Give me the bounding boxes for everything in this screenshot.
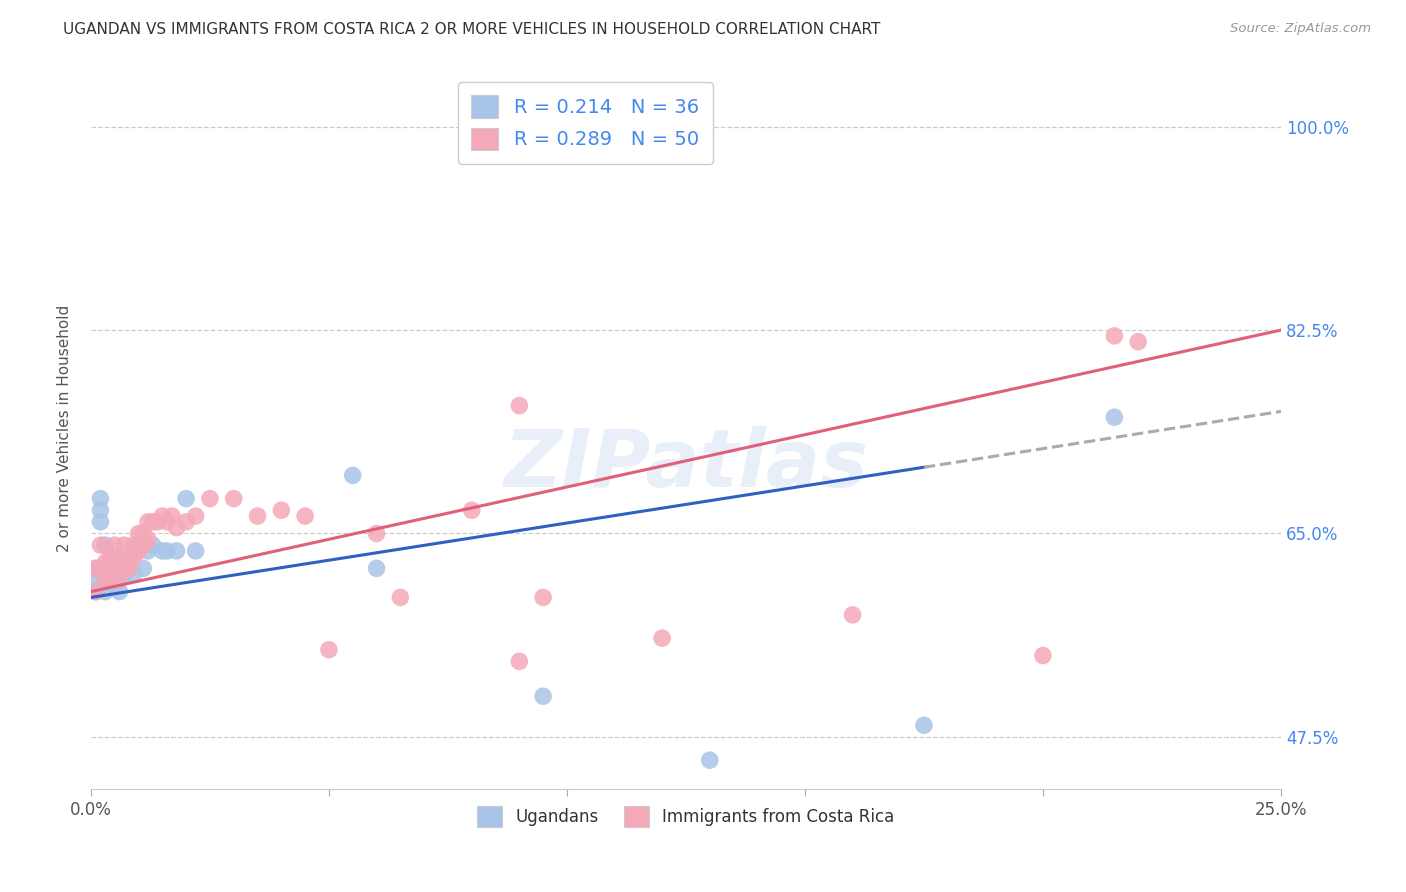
- Point: [136, 533, 159, 547]
- Legend: Ugandans, Immigrants from Costa Rica: Ugandans, Immigrants from Costa Rica: [470, 798, 903, 835]
- Point: [84, 584, 107, 599]
- Point: [166, 521, 188, 535]
- Point: [128, 544, 150, 558]
- Point: [156, 544, 179, 558]
- Point: [160, 509, 183, 524]
- Point: [118, 549, 141, 564]
- Point: [98, 549, 121, 564]
- Point: [122, 538, 145, 552]
- Point: [531, 690, 554, 704]
- Point: [89, 561, 111, 575]
- Point: [184, 544, 207, 558]
- Point: [651, 631, 673, 645]
- Point: [128, 526, 150, 541]
- Point: [246, 509, 269, 524]
- Point: [294, 509, 316, 524]
- Point: [118, 561, 141, 575]
- Point: [98, 567, 121, 582]
- Point: [184, 509, 207, 524]
- Point: [270, 503, 292, 517]
- Point: [94, 573, 117, 587]
- Point: [94, 561, 117, 575]
- Point: [531, 591, 554, 605]
- Point: [89, 503, 111, 517]
- Point: [122, 549, 145, 564]
- Point: [174, 491, 197, 506]
- Point: [166, 544, 188, 558]
- Point: [198, 491, 221, 506]
- Point: [84, 573, 107, 587]
- Point: [104, 567, 127, 582]
- Point: [94, 538, 117, 552]
- Point: [104, 561, 127, 575]
- Point: [128, 538, 150, 552]
- Point: [912, 718, 935, 732]
- Text: Source: ZipAtlas.com: Source: ZipAtlas.com: [1230, 22, 1371, 36]
- Point: [112, 556, 135, 570]
- Point: [94, 584, 117, 599]
- Point: [1104, 329, 1126, 343]
- Point: [699, 753, 721, 767]
- Point: [89, 538, 111, 552]
- Point: [108, 556, 131, 570]
- Point: [1126, 334, 1149, 349]
- Point: [132, 561, 155, 575]
- Point: [108, 567, 131, 582]
- Point: [508, 654, 530, 668]
- Point: [118, 556, 141, 570]
- Point: [89, 515, 111, 529]
- Point: [136, 544, 159, 558]
- Point: [389, 591, 412, 605]
- Point: [342, 468, 364, 483]
- Text: UGANDAN VS IMMIGRANTS FROM COSTA RICA 2 OR MORE VEHICLES IN HOUSEHOLD CORRELATIO: UGANDAN VS IMMIGRANTS FROM COSTA RICA 2 …: [63, 22, 880, 37]
- Point: [108, 573, 131, 587]
- Point: [104, 538, 127, 552]
- Point: [841, 607, 863, 622]
- Point: [108, 584, 131, 599]
- Point: [132, 538, 155, 552]
- Point: [318, 642, 340, 657]
- Point: [112, 567, 135, 582]
- Point: [146, 515, 169, 529]
- Point: [156, 515, 179, 529]
- Point: [112, 538, 135, 552]
- Point: [150, 544, 173, 558]
- Point: [89, 491, 111, 506]
- Point: [132, 526, 155, 541]
- Point: [136, 515, 159, 529]
- Point: [104, 579, 127, 593]
- Point: [461, 503, 484, 517]
- Point: [84, 584, 107, 599]
- Point: [98, 561, 121, 575]
- Point: [366, 526, 388, 541]
- Point: [222, 491, 245, 506]
- Text: ZIPatlas: ZIPatlas: [503, 425, 869, 504]
- Point: [1104, 410, 1126, 425]
- Point: [142, 515, 165, 529]
- Point: [98, 573, 121, 587]
- Point: [112, 561, 135, 575]
- Point: [174, 515, 197, 529]
- Point: [98, 556, 121, 570]
- Point: [94, 573, 117, 587]
- Y-axis label: 2 or more Vehicles in Household: 2 or more Vehicles in Household: [58, 305, 72, 552]
- Point: [84, 561, 107, 575]
- Point: [366, 561, 388, 575]
- Point: [122, 567, 145, 582]
- Point: [142, 538, 165, 552]
- Point: [84, 561, 107, 575]
- Point: [1032, 648, 1054, 663]
- Point: [150, 509, 173, 524]
- Point: [94, 556, 117, 570]
- Point: [508, 399, 530, 413]
- Point: [104, 549, 127, 564]
